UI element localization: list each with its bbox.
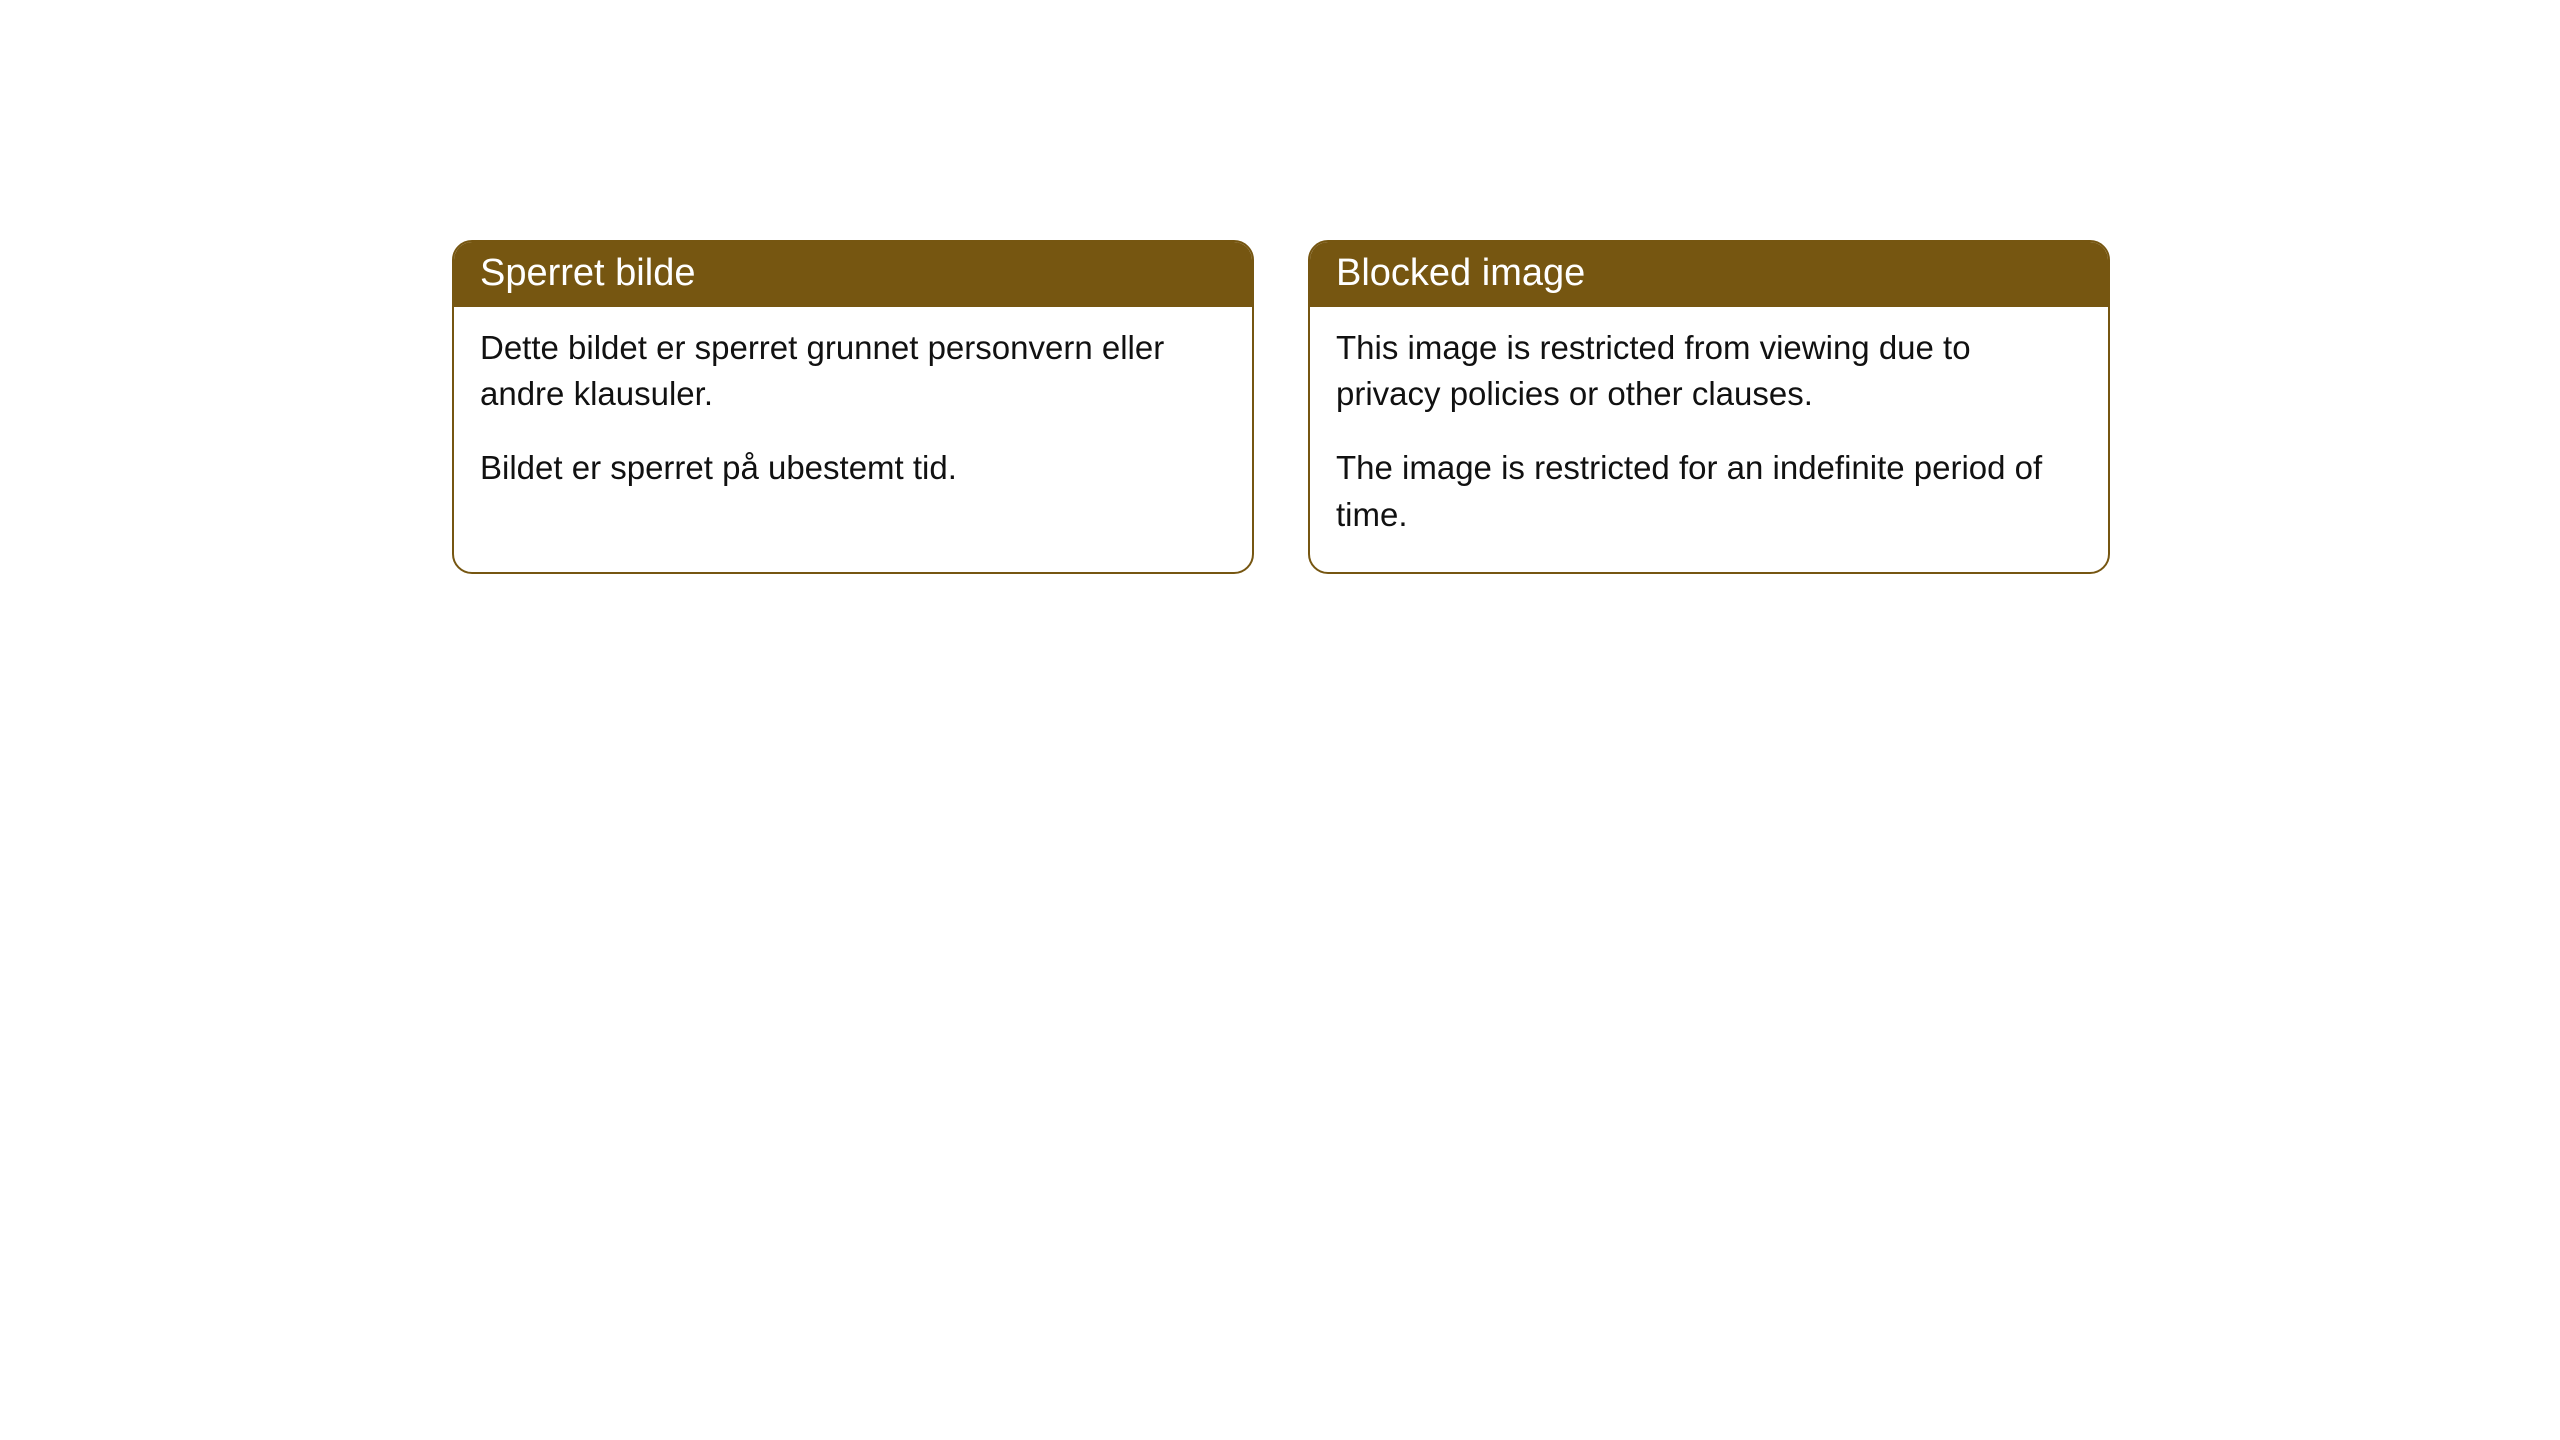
card-header: Sperret bilde — [454, 242, 1252, 307]
blocked-image-card-no: Sperret bilde Dette bildet er sperret gr… — [452, 240, 1254, 574]
card-header: Blocked image — [1310, 242, 2108, 307]
card-paragraph: Dette bildet er sperret grunnet personve… — [480, 325, 1226, 417]
blocked-image-card-en: Blocked image This image is restricted f… — [1308, 240, 2110, 574]
card-paragraph: The image is restricted for an indefinit… — [1336, 445, 2082, 537]
card-body: Dette bildet er sperret grunnet personve… — [454, 307, 1252, 526]
card-paragraph: This image is restricted from viewing du… — [1336, 325, 2082, 417]
card-body: This image is restricted from viewing du… — [1310, 307, 2108, 572]
notice-cards-container: Sperret bilde Dette bildet er sperret gr… — [452, 240, 2110, 574]
card-paragraph: Bildet er sperret på ubestemt tid. — [480, 445, 1226, 491]
